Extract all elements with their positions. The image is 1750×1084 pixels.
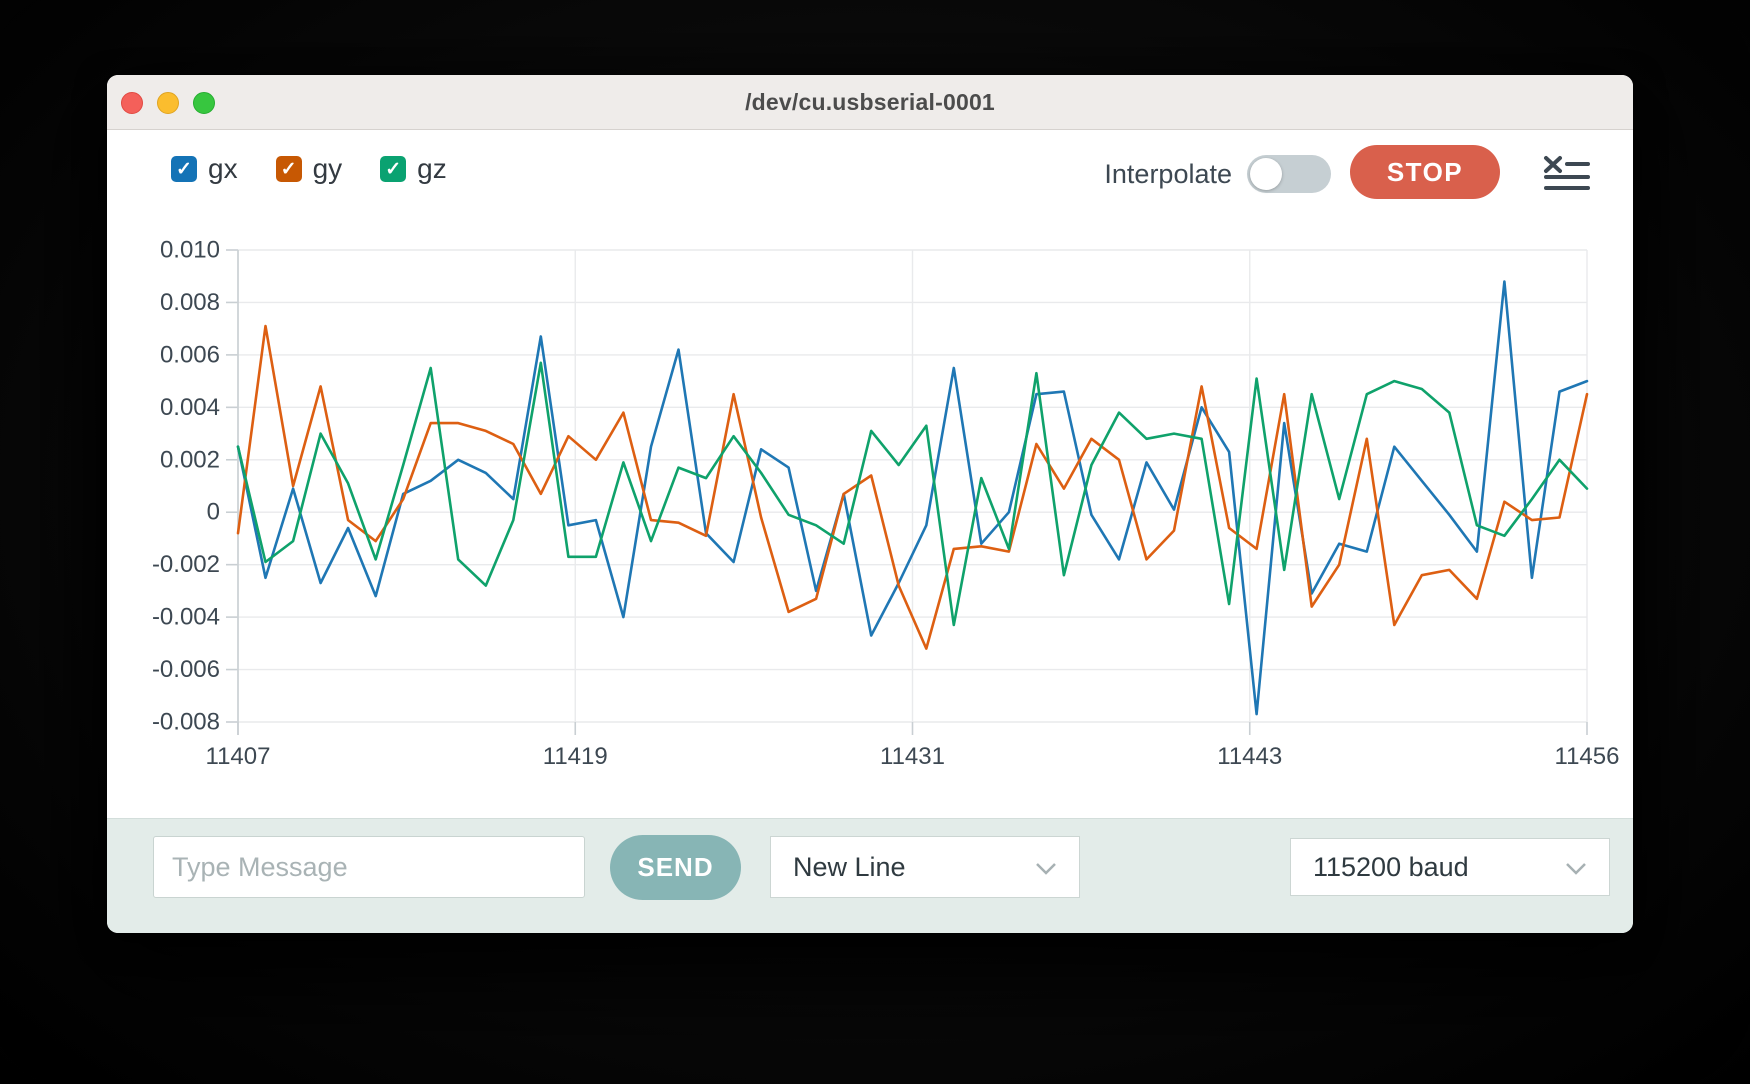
svg-text:11419: 11419 — [543, 743, 608, 770]
chart-area: 0.010 0.008 0.006 0.004 0.002 0 -0.002 -0.004 -0… — [107, 205, 1633, 795]
close-window-button[interactable] — [121, 91, 143, 114]
chevron-down-icon — [1565, 852, 1587, 883]
line-chart: 0.010 0.008 0.006 0.004 0.002 0 -0.002 -0.004 -0… — [152, 237, 1620, 771]
series-gz — [236, 361, 1589, 627]
channel-label: gy — [312, 153, 343, 184]
svg-text:0.008: 0.008 — [160, 289, 220, 316]
svg-text:0.002: 0.002 — [160, 446, 220, 473]
series-gy — [236, 324, 1589, 650]
toggle-knob — [1250, 158, 1282, 190]
message-input[interactable] — [153, 836, 585, 898]
minimize-window-button[interactable] — [157, 91, 179, 114]
app-window: /dev/cu.usbserial-0001 ✓ gx ✓ gy ✓ gz In… — [107, 75, 1633, 933]
svg-text:-0.002: -0.002 — [152, 551, 220, 578]
svg-text:-0.008: -0.008 — [152, 709, 220, 736]
gy-checkbox[interactable]: ✓ — [275, 156, 302, 182]
line-ending-select[interactable]: New Line — [770, 836, 1080, 898]
checkmark-icon: ✓ — [280, 158, 297, 180]
svg-text:0.010: 0.010 — [160, 237, 220, 264]
line-ending-value: New Line — [793, 851, 906, 882]
interpolate-toggle[interactable] — [1247, 155, 1331, 193]
window-title: /dev/cu.usbserial-0001 — [745, 88, 995, 115]
channel-toggle-gx[interactable]: ✓ gx — [171, 153, 238, 185]
baud-rate-select[interactable]: 115200 baud — [1290, 838, 1610, 896]
stop-button[interactable]: STOP — [1350, 145, 1500, 199]
svg-text:11456: 11456 — [1555, 743, 1620, 770]
checkmark-icon: ✓ — [385, 158, 402, 180]
svg-text:-0.004: -0.004 — [152, 604, 220, 631]
send-button[interactable]: SEND — [610, 835, 741, 900]
svg-text:0.004: 0.004 — [160, 394, 220, 421]
serial-controls-bar: SEND New Line 115200 baud — [107, 818, 1633, 933]
series-gx — [236, 280, 1589, 716]
channel-label: gz — [417, 153, 447, 184]
zoom-window-button[interactable] — [193, 91, 215, 114]
channel-toggles: ✓ gx ✓ gy ✓ gz — [171, 153, 447, 185]
svg-text:-0.006: -0.006 — [152, 656, 220, 683]
baud-rate-value: 115200 baud — [1313, 851, 1469, 882]
traffic-lights — [121, 75, 215, 130]
channel-label: gx — [208, 153, 238, 184]
checkmark-icon: ✓ — [176, 158, 192, 180]
gz-checkbox[interactable]: ✓ — [380, 156, 407, 182]
svg-text:0: 0 — [207, 499, 220, 526]
channel-toggle-gy[interactable]: ✓ gy — [275, 153, 343, 185]
svg-text:0.006: 0.006 — [160, 341, 220, 368]
log-list-icon[interactable] — [1543, 155, 1591, 193]
channel-toggle-gz[interactable]: ✓ gz — [380, 153, 447, 185]
title-bar: /dev/cu.usbserial-0001 — [107, 75, 1633, 130]
interpolate-label: Interpolate — [1104, 159, 1232, 189]
gx-checkbox[interactable]: ✓ — [171, 156, 197, 182]
svg-text:11431: 11431 — [880, 743, 945, 770]
chevron-down-icon — [1035, 852, 1057, 883]
svg-text:11407: 11407 — [206, 743, 271, 770]
svg-text:11443: 11443 — [1217, 743, 1282, 770]
